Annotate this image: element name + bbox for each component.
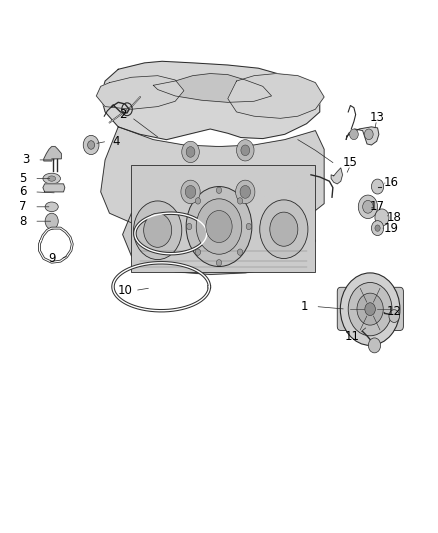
Circle shape (134, 201, 182, 260)
Circle shape (363, 200, 373, 213)
Circle shape (83, 135, 99, 155)
Circle shape (216, 260, 222, 266)
Text: 10: 10 (117, 284, 132, 297)
Circle shape (389, 310, 399, 322)
Circle shape (195, 198, 201, 204)
Text: 6: 6 (19, 185, 27, 198)
Circle shape (88, 141, 95, 149)
Circle shape (237, 249, 243, 255)
Circle shape (375, 209, 389, 226)
Polygon shape (228, 74, 324, 118)
Text: 17: 17 (370, 200, 385, 213)
Text: 13: 13 (369, 111, 384, 124)
Text: 16: 16 (383, 176, 398, 189)
Circle shape (187, 223, 192, 230)
Circle shape (371, 221, 384, 236)
Text: 1: 1 (300, 300, 308, 313)
Circle shape (260, 200, 308, 259)
Circle shape (236, 180, 255, 204)
Polygon shape (123, 213, 315, 274)
Circle shape (181, 180, 200, 204)
Text: 4: 4 (112, 135, 120, 148)
FancyBboxPatch shape (337, 287, 403, 330)
Text: 2: 2 (119, 108, 127, 121)
Circle shape (340, 273, 400, 345)
Circle shape (375, 225, 380, 231)
Circle shape (144, 213, 172, 247)
Circle shape (358, 195, 378, 219)
Ellipse shape (43, 173, 60, 184)
Text: 9: 9 (48, 252, 56, 265)
Circle shape (364, 129, 373, 140)
Circle shape (357, 293, 383, 325)
Polygon shape (96, 76, 184, 109)
Circle shape (237, 198, 243, 204)
Circle shape (348, 282, 392, 336)
Polygon shape (346, 127, 379, 145)
Circle shape (45, 213, 58, 229)
Circle shape (182, 141, 199, 163)
Text: 18: 18 (387, 211, 402, 224)
Circle shape (206, 211, 232, 243)
Polygon shape (44, 147, 61, 161)
FancyBboxPatch shape (131, 165, 315, 272)
Circle shape (371, 179, 384, 194)
Text: 15: 15 (343, 156, 358, 169)
Circle shape (350, 129, 358, 140)
Text: 12: 12 (387, 305, 402, 318)
Circle shape (368, 338, 381, 353)
Ellipse shape (45, 202, 58, 212)
Circle shape (186, 147, 195, 157)
Text: 8: 8 (19, 215, 26, 228)
Text: 11: 11 (345, 330, 360, 343)
Circle shape (186, 187, 252, 266)
Text: 3: 3 (23, 154, 30, 166)
Circle shape (216, 187, 222, 193)
Polygon shape (101, 61, 320, 140)
Circle shape (185, 185, 196, 198)
Polygon shape (153, 74, 272, 102)
Circle shape (196, 199, 242, 254)
Polygon shape (101, 127, 324, 237)
Circle shape (270, 212, 298, 246)
Circle shape (240, 185, 251, 198)
Text: 19: 19 (383, 222, 398, 235)
Text: 5: 5 (19, 172, 26, 185)
Circle shape (246, 223, 251, 230)
Polygon shape (331, 168, 343, 184)
Text: 7: 7 (19, 200, 27, 213)
Ellipse shape (48, 176, 56, 181)
Circle shape (237, 140, 254, 161)
Circle shape (365, 303, 375, 316)
Circle shape (241, 145, 250, 156)
Polygon shape (43, 184, 65, 192)
Circle shape (195, 249, 201, 255)
